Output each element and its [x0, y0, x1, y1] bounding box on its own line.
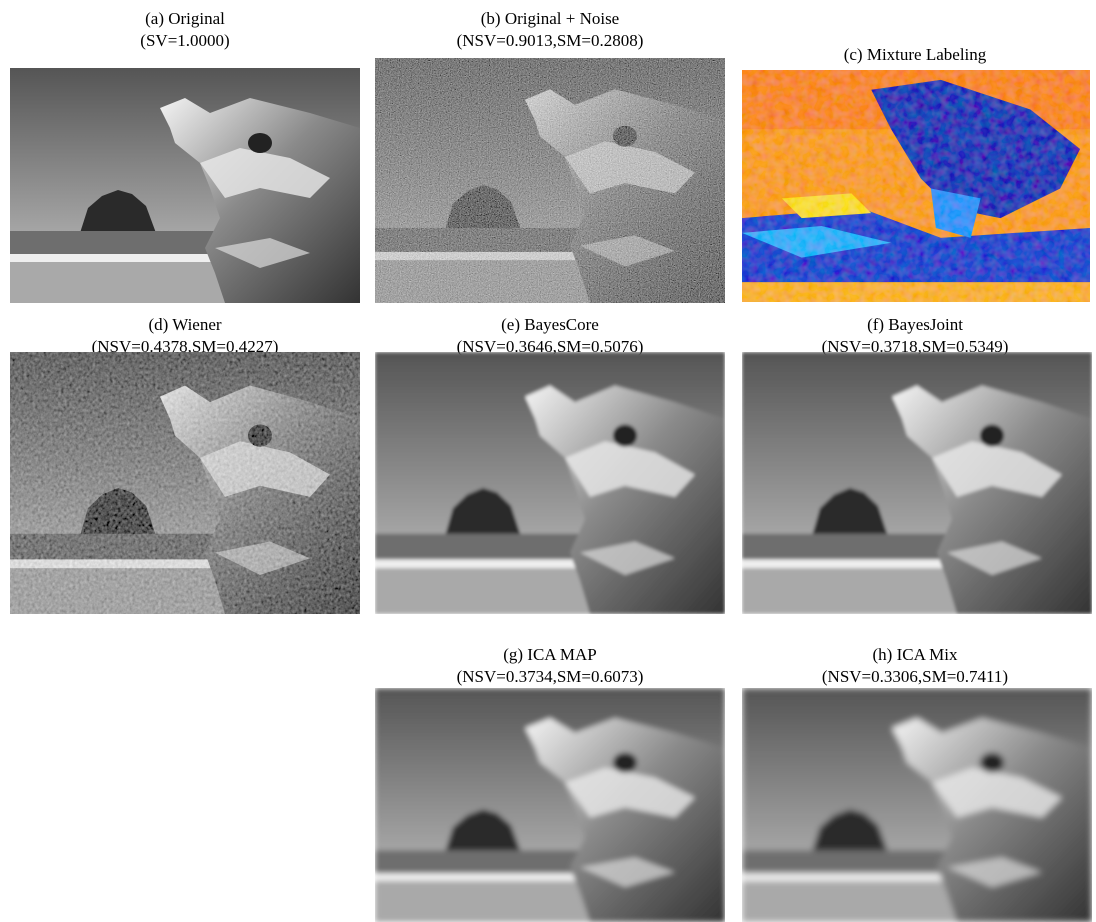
panel-image [742, 688, 1092, 922]
panel-caption: (b) Original + Noise(NSV=0.9013,SM=0.280… [370, 8, 730, 52]
panel-title: (g) ICA MAP [370, 644, 730, 666]
panel-title: (e) BayesCore [370, 314, 730, 336]
panel-caption: (a) Original(SV=1.0000) [5, 8, 365, 52]
image-content [375, 58, 725, 303]
panel-title: (d) Wiener [5, 314, 365, 336]
panel-title: (b) Original + Noise [370, 8, 730, 30]
image-scene [742, 352, 1092, 614]
image-scene [375, 688, 725, 922]
image-content [10, 352, 360, 614]
panel-image [742, 352, 1092, 614]
panel-subtitle: (NSV=0.3734,SM=0.6073) [370, 666, 730, 688]
figure: (a) Original(SV=1.0000)(b) Original + No… [0, 0, 1096, 922]
image-scene [742, 688, 1092, 922]
panel-image [375, 352, 725, 614]
panel-image [10, 352, 360, 614]
panel-caption: (g) ICA MAP(NSV=0.3734,SM=0.6073) [370, 644, 730, 688]
image-content [375, 688, 725, 922]
image-content [742, 352, 1092, 614]
image-content [742, 688, 1092, 922]
panel-image [10, 68, 360, 303]
panel-subtitle: (NSV=0.9013,SM=0.2808) [370, 30, 730, 52]
image-labels [742, 70, 1090, 302]
image-content [742, 70, 1090, 302]
panel-title: (f) BayesJoint [735, 314, 1095, 336]
panel-subtitle: (NSV=0.3306,SM=0.7411) [735, 666, 1095, 688]
image-content [10, 68, 360, 303]
panel-image [742, 70, 1090, 302]
image-content [375, 352, 725, 614]
image-scene [375, 352, 725, 614]
panel-subtitle: (SV=1.0000) [5, 30, 365, 52]
panel-image [375, 58, 725, 303]
panel-title: (h) ICA Mix [735, 644, 1095, 666]
image-scene [375, 58, 725, 303]
panel-caption: (c) Mixture Labeling [735, 44, 1095, 66]
panel-image [375, 688, 725, 922]
panel-caption: (h) ICA Mix(NSV=0.3306,SM=0.7411) [735, 644, 1095, 688]
panel-title: (a) Original [5, 8, 365, 30]
panel-title: (c) Mixture Labeling [735, 44, 1095, 66]
image-scene [10, 68, 360, 303]
image-scene [10, 352, 360, 614]
